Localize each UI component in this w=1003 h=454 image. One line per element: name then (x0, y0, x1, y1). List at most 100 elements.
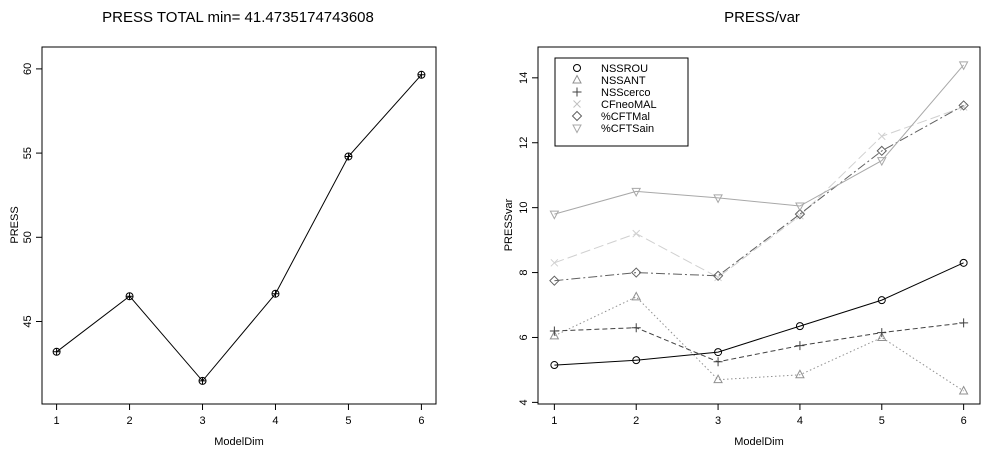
x-axis: 1 2 3 4 5 6 (551, 404, 967, 427)
y-tick-label: 14 (518, 72, 530, 84)
y-tick-label: 12 (518, 137, 530, 149)
y-axis: 45 50 55 60 (22, 63, 42, 328)
y-tick-label: 10 (518, 202, 530, 214)
y-tick-label: 60 (22, 63, 34, 75)
data-point (876, 331, 887, 341)
chart-title: PRESS TOTAL min= 41.4735174743608 (102, 9, 374, 26)
legend-marker (572, 74, 582, 84)
data-point (417, 70, 426, 79)
data-point (631, 323, 641, 333)
data-point (877, 328, 887, 338)
x-tick-label: 2 (633, 415, 639, 427)
data-point (877, 132, 886, 141)
series-line (554, 64, 964, 215)
x-tick-label: 6 (961, 415, 967, 427)
legend-label: %CFTMal (601, 111, 650, 123)
data-point (631, 267, 642, 278)
series-line (554, 296, 964, 392)
data-point (550, 258, 559, 267)
legend-marker (573, 100, 581, 108)
chart-title: PRESS/var (724, 9, 800, 26)
data-point (549, 210, 560, 220)
data-point (958, 385, 969, 395)
series-group (52, 70, 426, 385)
y-axis: 4 6 8 10 12 14 (518, 72, 538, 405)
data-point (52, 347, 61, 356)
y-tick-label: 45 (22, 315, 34, 327)
data-point (713, 357, 723, 367)
legend: NSSROUNSSANTNSScercoCFneoMAL%CFTMal%CFTS… (554, 57, 689, 147)
x-tick-label: 4 (797, 415, 803, 427)
data-point (795, 322, 804, 331)
data-point (795, 369, 805, 379)
x-axis: 1 2 3 4 5 6 (54, 404, 424, 427)
series--cftmal (549, 100, 969, 286)
x-tick-label: 1 (54, 415, 60, 427)
data-point (796, 211, 804, 220)
data-point (549, 326, 559, 336)
series-line (554, 262, 964, 366)
legend-item: %CFTMal (571, 110, 650, 123)
series-nssrou (550, 258, 968, 370)
series-line (554, 106, 964, 278)
legend-item: NSSANT (572, 74, 646, 87)
legend-label: CFneoMAL (601, 99, 657, 111)
y-axis-label: PRESSvar (503, 198, 515, 251)
data-point (125, 292, 134, 301)
legend-marker (572, 124, 582, 134)
series-line (554, 104, 964, 282)
x-tick-label: 6 (418, 415, 424, 427)
legend-label: NSSANT (601, 75, 646, 87)
y-axis-label: PRESS (9, 206, 21, 243)
data-point (794, 208, 806, 220)
legend-item: %CFTSain (572, 123, 654, 135)
data-point (959, 318, 969, 328)
data-point (795, 341, 805, 351)
data-point (876, 157, 887, 167)
series-group (549, 61, 969, 395)
data-point (959, 258, 968, 267)
series-nsscerco (549, 318, 969, 367)
data-point (271, 289, 280, 298)
data-point (714, 273, 722, 282)
plot-frame (537, 46, 981, 405)
x-tick-label: 3 (199, 415, 205, 427)
data-point (344, 152, 353, 161)
data-point (795, 202, 805, 212)
legend-item: CFneoMAL (573, 99, 657, 111)
series-cfneomal (550, 103, 968, 282)
data-point (714, 348, 723, 357)
y-tick-label: 4 (518, 399, 530, 405)
data-point (958, 61, 969, 71)
series-nssant (549, 291, 969, 395)
data-point (959, 103, 968, 111)
x-tick-label: 1 (551, 415, 557, 427)
x-tick-label: 4 (272, 415, 278, 427)
y-tick-label: 8 (518, 269, 530, 275)
x-axis-label: ModelDim (734, 436, 784, 448)
legend-item: NSSROU (573, 63, 648, 75)
series-0 (52, 70, 426, 385)
y-tick-label: 55 (22, 147, 34, 159)
legend-marker (571, 110, 583, 122)
data-point (876, 145, 887, 157)
series-line (554, 322, 964, 363)
x-tick-label: 2 (126, 415, 132, 427)
data-point (631, 187, 642, 197)
data-point (549, 275, 560, 286)
legend-label: NSSROU (601, 63, 648, 75)
legend-marker (572, 87, 582, 97)
series-line (56, 74, 422, 382)
data-point (550, 361, 559, 370)
data-point (632, 229, 641, 238)
data-point (198, 376, 207, 385)
data-point (549, 330, 560, 340)
plot-frame (41, 46, 437, 405)
data-point (712, 270, 724, 282)
legend-label: NSScerco (601, 87, 651, 99)
legend-marker (573, 64, 581, 72)
data-point (631, 291, 642, 301)
